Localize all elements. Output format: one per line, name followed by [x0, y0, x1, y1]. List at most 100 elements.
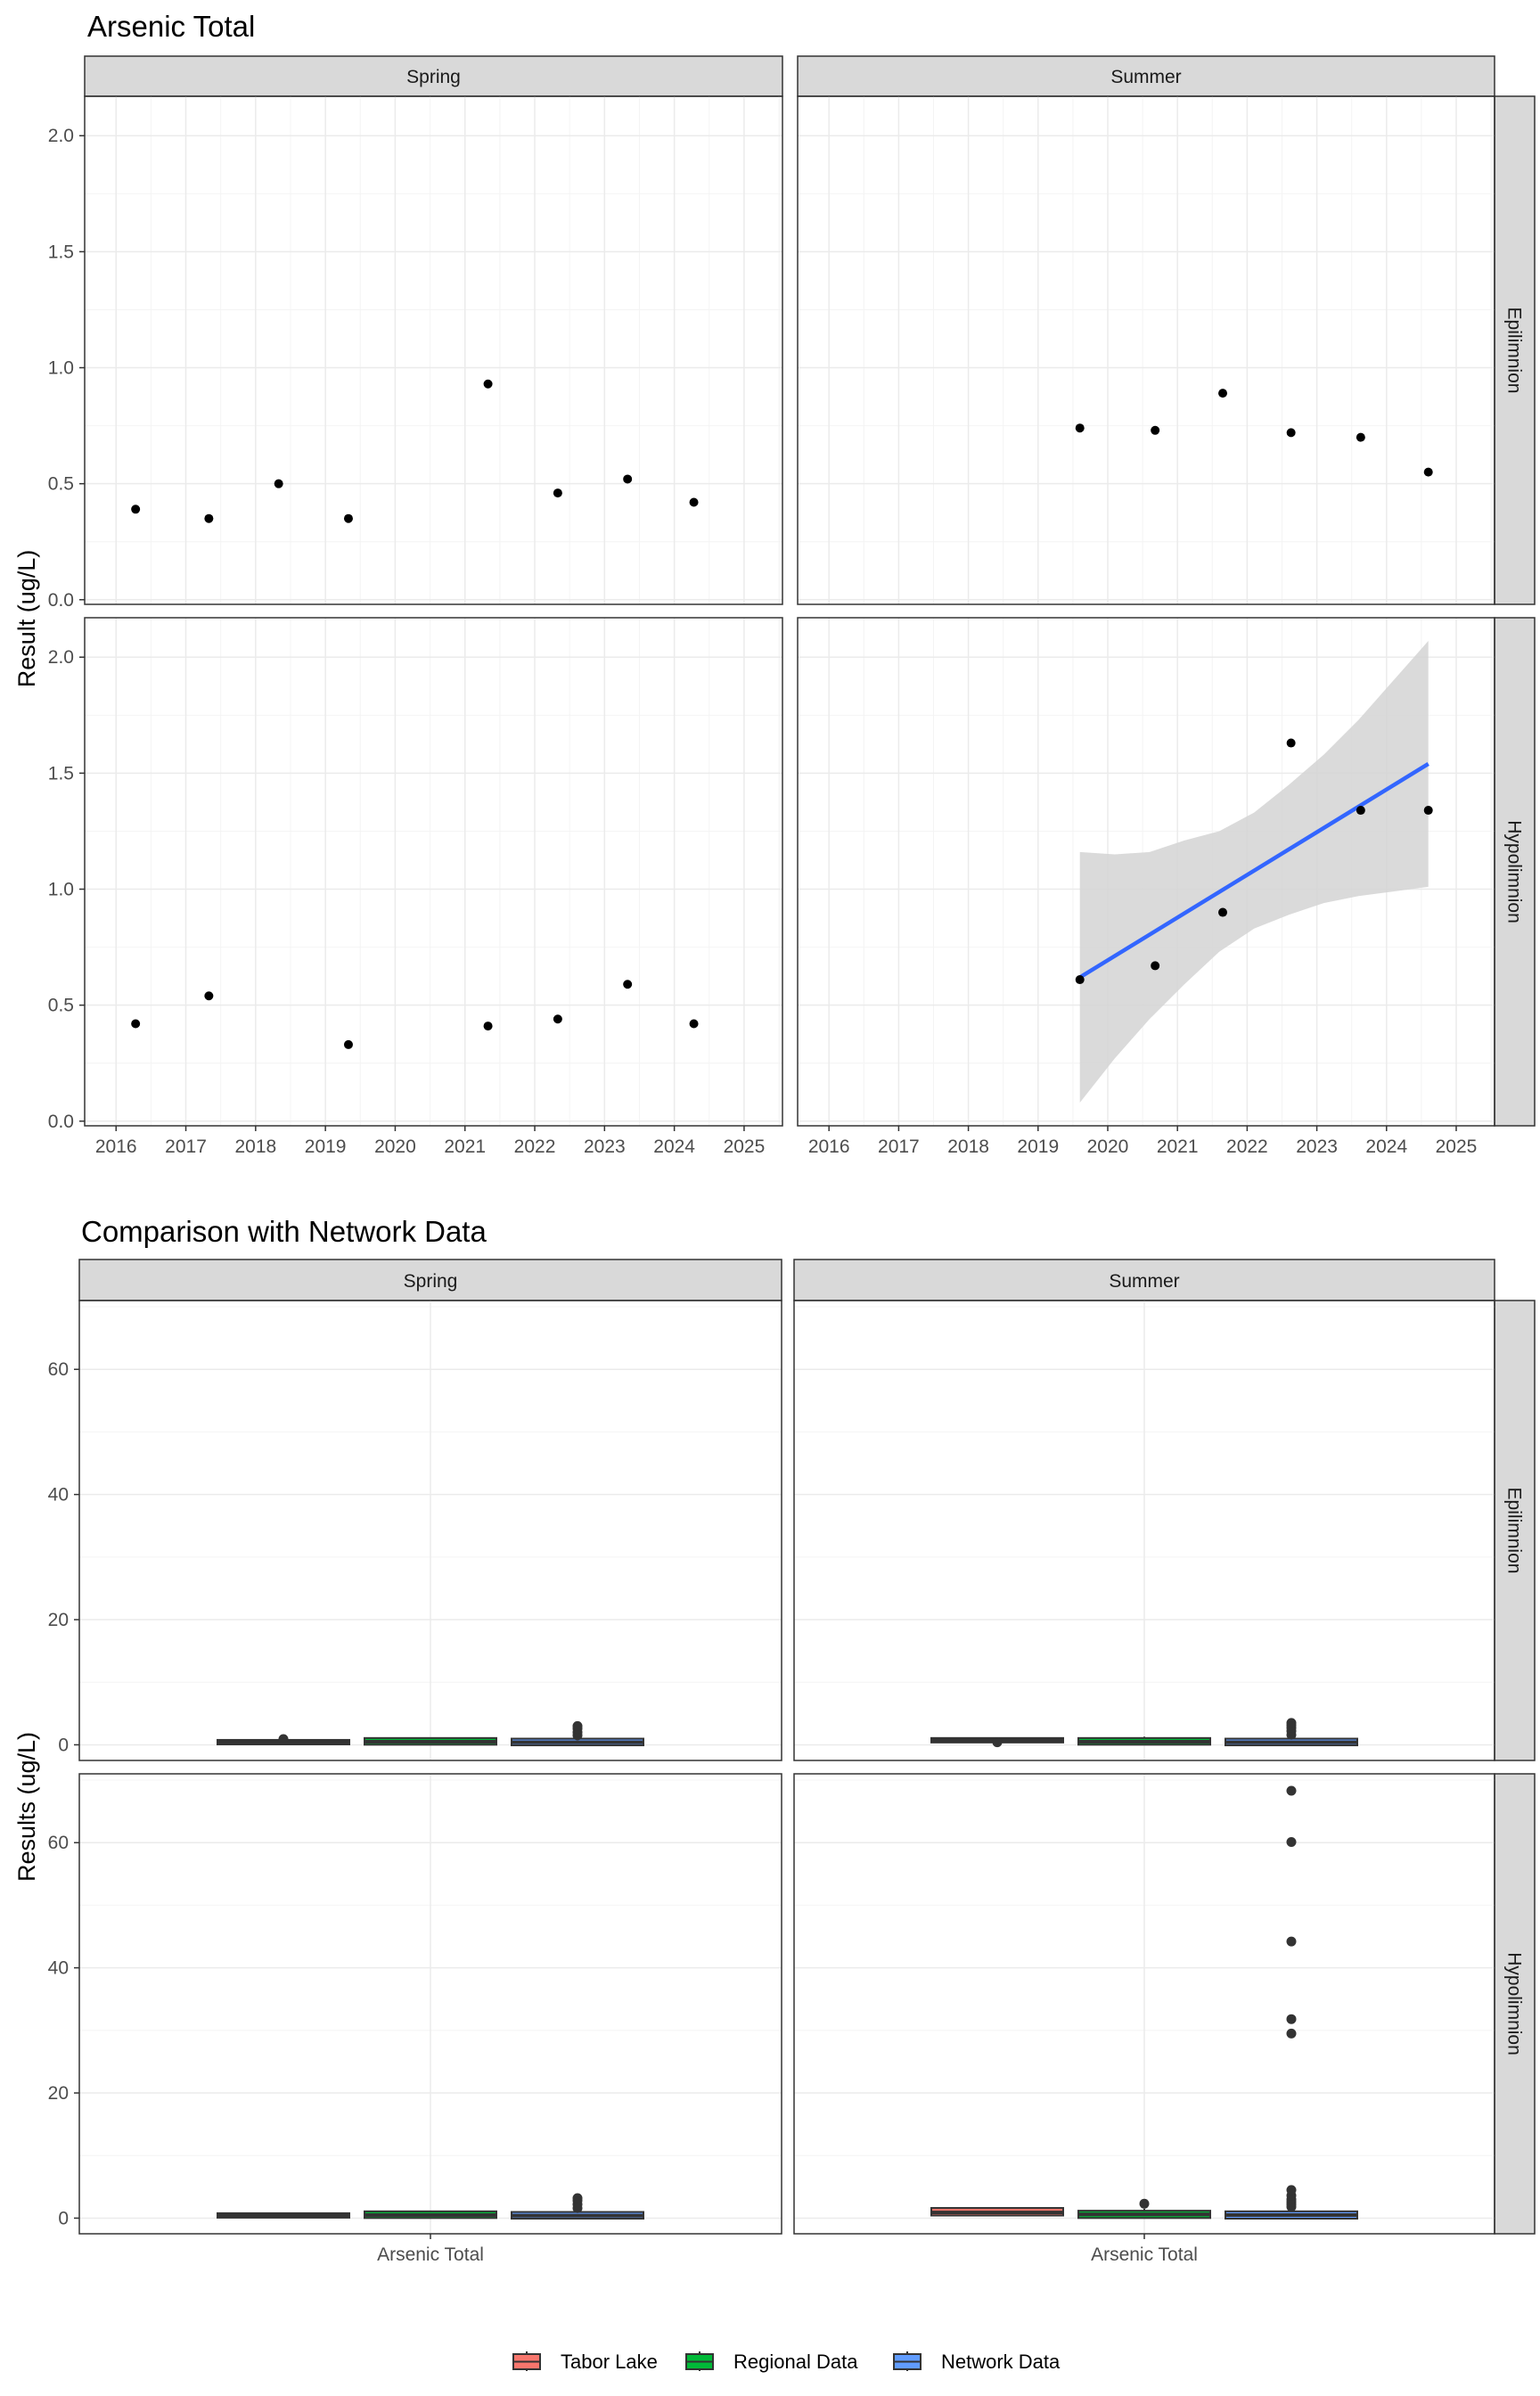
panel-spring-epilimnion — [78, 1300, 782, 1761]
box-tabor-lake — [930, 1736, 1064, 1748]
outlier-point — [1286, 1936, 1297, 1947]
y-tick-label: 1.5 — [48, 763, 74, 784]
x-tick-label: 2021 — [1157, 1136, 1199, 1157]
y-axis-label-top: Result (ug/L) — [13, 550, 40, 688]
data-point — [1151, 425, 1160, 435]
x-tick-label: 2018 — [947, 1136, 989, 1157]
data-point — [1075, 975, 1085, 985]
plot-title-comparison: Comparison with Network Data — [81, 1215, 487, 1248]
data-point — [204, 991, 214, 1001]
y-axis-label-bottom: Results (ug/L) — [13, 1732, 40, 1882]
strip-hypolimnion — [1494, 1773, 1536, 2235]
y-tick-label: 1.0 — [48, 358, 74, 379]
outlier-point — [278, 1734, 289, 1744]
data-point — [1423, 467, 1433, 477]
box-network-data — [511, 2193, 644, 2220]
y-tick-label: 60 — [48, 1833, 69, 1853]
data-point — [1151, 961, 1160, 971]
plot-title-arsenic: Arsenic Total — [87, 10, 255, 43]
x-tick-label: 2022 — [514, 1136, 556, 1157]
time-series-plot: Spring Summer Epilimnion Hypolimnion 0.0 0.5 1… — [48, 55, 1536, 1157]
panel-summer-hypolimnion — [797, 617, 1495, 1127]
box-comparison-plot: Spring Summer Epilimnion Hypolimnion 0 20 40 60… — [48, 1259, 1536, 2265]
strip-label-summer: Summer — [1110, 67, 1181, 87]
legend-label-tabor-lake: Tabor Lake — [561, 2351, 658, 2373]
y-tick-label: 0 — [58, 1735, 69, 1755]
data-point — [623, 980, 633, 989]
data-point — [343, 1039, 353, 1049]
x-tick-label: 2022 — [1226, 1136, 1268, 1157]
data-point — [1356, 806, 1365, 816]
legend-label-regional-data: Regional Data — [733, 2351, 858, 2373]
x-tick-label: 2016 — [808, 1136, 850, 1157]
box-tabor-lake — [217, 2211, 350, 2219]
x-tick-label: 2019 — [1017, 1136, 1059, 1157]
y-tick-label: 0.0 — [48, 1112, 74, 1132]
x-tick-label: 2017 — [878, 1136, 920, 1157]
x-tick-label: 2024 — [653, 1136, 695, 1157]
box-tabor-lake — [217, 1734, 350, 1745]
data-point — [553, 1014, 562, 1024]
data-point — [623, 474, 633, 484]
y-tick-label: 40 — [48, 1958, 69, 1979]
panel-border — [797, 95, 1495, 605]
panel-spring-hypolimnion — [78, 1773, 782, 2235]
outlier-point — [1286, 1837, 1297, 1848]
panel-spring-epilimnion — [84, 95, 783, 605]
data-point — [553, 488, 562, 498]
outlier-point — [1286, 2185, 1297, 2195]
data-point — [1286, 738, 1296, 748]
box-regional-data — [364, 2210, 497, 2220]
panel-border — [797, 617, 1495, 1127]
x-tick-label: 2025 — [1436, 1136, 1478, 1157]
x-tick-label: 2020 — [374, 1136, 416, 1157]
y-tick-label: 0 — [58, 2208, 69, 2228]
y-tick-label: 0.0 — [48, 590, 74, 611]
legend: Tabor Lake Regional Data Network Data — [512, 2351, 1061, 2373]
y-tick-label: 40 — [48, 1485, 69, 1506]
legend-label-network-data: Network Data — [941, 2351, 1061, 2373]
y-tick-label: 0.5 — [48, 474, 74, 495]
x-tick-label: 2025 — [724, 1136, 766, 1157]
data-point — [131, 505, 141, 514]
outlier-point — [1286, 1718, 1297, 1728]
strip-epilimnion — [1494, 95, 1536, 605]
legend-item-network-data: Network Data — [893, 2351, 1061, 2373]
box-network-data — [1225, 1785, 1358, 2220]
strip-label-epilimnion: Epilimnion — [1504, 1488, 1525, 1574]
y-tick-label: 0.5 — [48, 996, 74, 1016]
y-tick-label: 1.5 — [48, 242, 74, 262]
data-point — [483, 1022, 493, 1031]
outlier-point — [1286, 2014, 1297, 2024]
data-point — [1356, 432, 1365, 442]
outlier-point — [992, 1737, 1003, 1748]
panel-spring-hypolimnion — [84, 617, 783, 1127]
strip-label-summer: Summer — [1109, 1271, 1179, 1292]
x-tick-label: 2016 — [95, 1136, 137, 1157]
outlier-point — [572, 2193, 583, 2203]
data-point — [131, 1019, 141, 1029]
y-tick-label: 20 — [48, 1610, 69, 1630]
legend-item-regional-data: Regional Data — [685, 2351, 858, 2373]
y-tick-label: 1.0 — [48, 880, 74, 900]
x-tick-label: 2023 — [584, 1136, 626, 1157]
outlier-point — [572, 1720, 583, 1731]
y-tick-label: 20 — [48, 2083, 69, 2104]
strip-spring — [84, 55, 783, 97]
data-point — [689, 497, 699, 507]
box-network-data — [511, 1720, 644, 1747]
box-regional-data — [1077, 1736, 1211, 1746]
x-tick-label: Arsenic Total — [377, 2244, 484, 2265]
outlier-point — [1286, 1785, 1297, 1796]
data-point — [689, 1019, 699, 1029]
strip-label-spring: Spring — [406, 67, 461, 87]
strip-summer — [797, 55, 1495, 97]
x-tick-label: 2021 — [444, 1136, 486, 1157]
strip-hypolimnion — [1494, 617, 1536, 1127]
data-point — [1286, 428, 1296, 438]
panel-border — [84, 95, 783, 605]
x-tick-label: 2020 — [1087, 1136, 1129, 1157]
strip-label-hypolimnion: Hypolimnion — [1504, 820, 1525, 923]
box-tabor-lake — [930, 2207, 1064, 2217]
data-point — [1423, 806, 1433, 816]
